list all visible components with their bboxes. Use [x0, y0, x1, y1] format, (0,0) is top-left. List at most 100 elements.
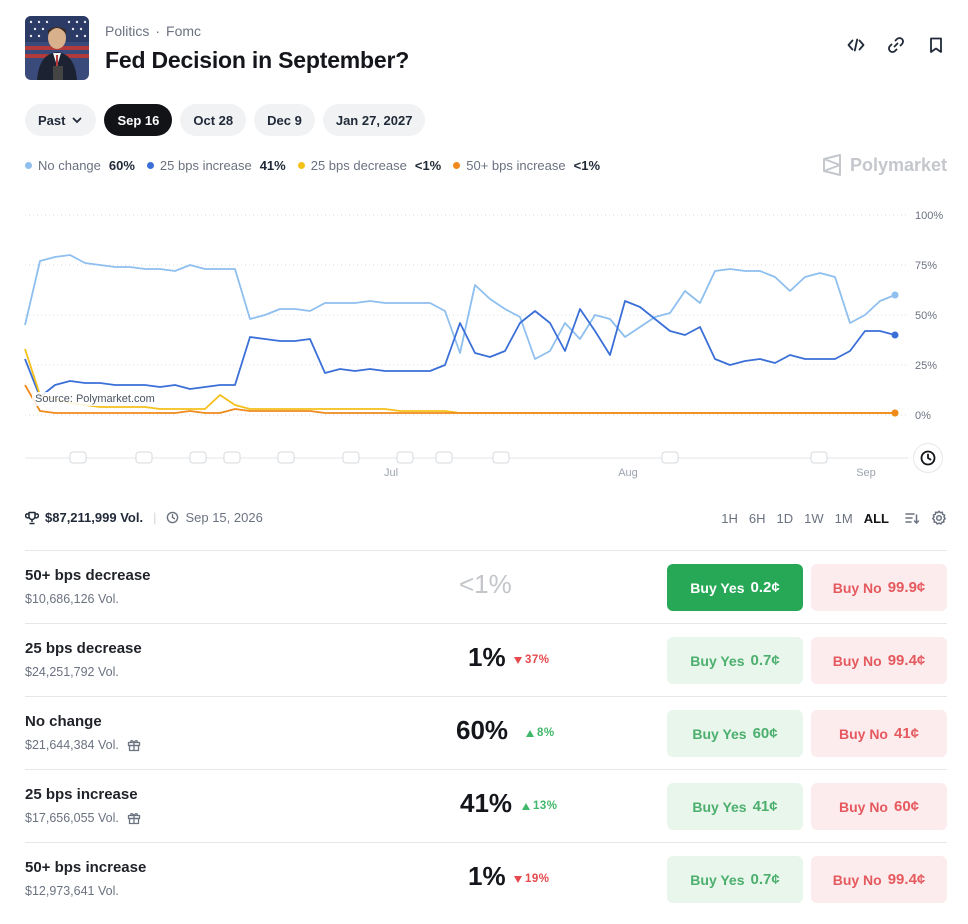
tab-past[interactable]: Past: [25, 104, 97, 136]
change-value: 19%: [525, 873, 550, 885]
series-line-25-bps-increase: [24, 300, 896, 398]
triangle-up-icon: [522, 802, 530, 810]
triangle-down-icon: [514, 656, 522, 664]
range-1h[interactable]: 1H: [721, 510, 738, 526]
outcome-row-25-bps-decrease[interactable]: 25 bps decrease $24,251,792 Vol. 1% 37% …: [25, 623, 947, 696]
outcome-probability: 1%: [468, 642, 506, 672]
buy-yes-button[interactable]: Buy Yes 60¢: [667, 710, 803, 757]
outcome-row-50-bps-decrease[interactable]: 50+ bps decrease $10,686,126 Vol. <1% Bu…: [25, 550, 947, 623]
legend-pct: <1%: [414, 158, 442, 173]
timeline-event-marker[interactable]: [435, 451, 453, 464]
outcome-probability: 41%: [460, 788, 513, 818]
legend-swatch: [146, 162, 154, 169]
buy-yes-button[interactable]: Buy Yes 0.7¢: [667, 856, 803, 903]
timeline-event-marker[interactable]: [277, 451, 295, 464]
legend-item-50-bps-increase: 50+ bps increase <1%: [453, 158, 600, 173]
legend-swatch: [297, 162, 305, 169]
bookmark-icon[interactable]: [925, 34, 947, 56]
range-6h[interactable]: 6H: [748, 510, 766, 526]
buy-yes-button[interactable]: Buy Yes 0.7¢: [667, 637, 803, 684]
outcome-volume-line: $10,686,126 Vol.: [25, 592, 119, 606]
outcome-row-no-change[interactable]: No change $21,644,384 Vol. 60% 8% Buy Ye…: [25, 696, 947, 769]
outcome-row-25-bps-increase[interactable]: 25 bps increase $17,656,055 Vol. 41% 13%…: [25, 769, 947, 842]
breadcrumb-separator: ·: [155, 23, 161, 39]
outcome-volume: $12,973,641 Vol.: [25, 884, 119, 898]
header-actions: [845, 34, 947, 56]
market-header: Politics · Fomc Fed Decision in September?: [25, 16, 947, 80]
timeline-event-marker[interactable]: [69, 451, 87, 464]
timeline-event-marker[interactable]: [810, 451, 828, 464]
buy-no-label: Buy No: [832, 652, 882, 669]
buy-yes-price: 41¢: [752, 798, 778, 815]
gift-icon[interactable]: [127, 738, 141, 752]
buy-yes-button[interactable]: Buy Yes 41¢: [667, 783, 803, 830]
history-clock-button[interactable]: [913, 443, 943, 473]
polymarket-watermark: Polymarket: [822, 154, 947, 176]
breadcrumb-category[interactable]: Politics: [105, 23, 150, 39]
timeline-event-marker[interactable]: [492, 451, 510, 464]
buy-yes-price: 60¢: [752, 725, 778, 742]
tab-jan-27-2027[interactable]: Jan 27, 2027: [322, 104, 426, 136]
y-tick-label: 75%: [915, 260, 937, 272]
range-1d[interactable]: 1D: [776, 510, 794, 526]
tab-sep-16[interactable]: Sep 16: [104, 104, 173, 136]
legend-swatch: [25, 162, 32, 169]
range-1m[interactable]: 1M: [834, 510, 853, 526]
legend-item-no-change: No change 60%: [25, 158, 135, 173]
gear-icon[interactable]: [931, 510, 947, 526]
market-stats: $87,211,999 Vol. | Sep 15, 2026: [25, 510, 263, 525]
price-history-chart[interactable]: 100% 75% 50% 25% 0% Jul Aug Sep: [0, 195, 968, 485]
timeline-event-marker[interactable]: [135, 451, 153, 464]
timeline-event-marker[interactable]: [396, 451, 414, 464]
polymarket-logo-icon: [822, 154, 841, 176]
timeline-event-marker[interactable]: [661, 451, 679, 464]
buy-no-price: 99.4¢: [887, 652, 926, 669]
tab-dec-9[interactable]: Dec 9: [254, 104, 315, 136]
legend-label: 25 bps increase: [159, 158, 252, 173]
series-end-point: [891, 291, 899, 299]
outcome-name: 50+ bps increase: [25, 859, 147, 876]
clock-icon: [920, 450, 936, 466]
legend-label: No change: [38, 158, 101, 173]
buy-no-button[interactable]: Buy No 60¢: [811, 783, 947, 830]
outcome-name: 25 bps decrease: [25, 640, 142, 657]
series-end-point: [891, 331, 899, 339]
chart-source-label: Source: Polymarket.com: [32, 392, 158, 406]
series-line-no-change: [24, 254, 896, 360]
tab-label: Oct 28: [193, 112, 234, 128]
outcome-volume-line: $24,251,792 Vol.: [25, 665, 119, 679]
buy-yes-label: Buy Yes: [692, 798, 747, 815]
tab-oct-28[interactable]: Oct 28: [180, 104, 247, 136]
page-title: Fed Decision in September?: [105, 47, 410, 73]
change-badge: 37%: [514, 654, 550, 666]
timeline-event-marker[interactable]: [189, 451, 207, 464]
buy-yes-button[interactable]: Buy Yes 0.2¢: [667, 564, 803, 611]
change-badge: 8%: [526, 727, 555, 739]
legend-label: 50+ bps increase: [466, 158, 566, 173]
buy-no-button[interactable]: Buy No 99.4¢: [811, 637, 947, 684]
y-tick-label: 0%: [915, 410, 931, 422]
breadcrumb: Politics · Fomc: [105, 23, 201, 39]
tab-label: Jan 27, 2027: [335, 112, 413, 128]
legend-item-25-bps-increase: 25 bps increase 41%: [146, 158, 286, 173]
outcome-row-50-bps-increase[interactable]: 50+ bps increase $12,973,641 Vol. 1% 19%…: [25, 842, 947, 915]
buy-yes-label: Buy Yes: [692, 725, 747, 742]
buy-no-button[interactable]: Buy No 41¢: [811, 710, 947, 757]
outcome-volume: $17,656,055 Vol.: [25, 811, 119, 825]
outcome-name: No change: [25, 713, 102, 730]
timeline-event-marker[interactable]: [223, 451, 241, 464]
gift-icon[interactable]: [127, 811, 141, 825]
y-tick-label: 50%: [915, 310, 937, 322]
triangle-up-icon: [526, 729, 534, 737]
range-1w[interactable]: 1W: [804, 510, 824, 526]
buy-no-button[interactable]: Buy No 99.4¢: [811, 856, 947, 903]
embed-code-icon[interactable]: [845, 34, 867, 56]
outcome-list: 50+ bps decrease $10,686,126 Vol. <1% Bu…: [25, 550, 947, 915]
timeline-event-marker[interactable]: [342, 451, 360, 464]
sort-icon[interactable]: [904, 510, 920, 526]
link-icon[interactable]: [885, 34, 907, 56]
buy-no-label: Buy No: [838, 798, 888, 815]
range-all[interactable]: ALL: [863, 510, 889, 526]
buy-no-button[interactable]: Buy No 99.9¢: [811, 564, 947, 611]
breadcrumb-subcategory[interactable]: Fomc: [166, 23, 202, 39]
